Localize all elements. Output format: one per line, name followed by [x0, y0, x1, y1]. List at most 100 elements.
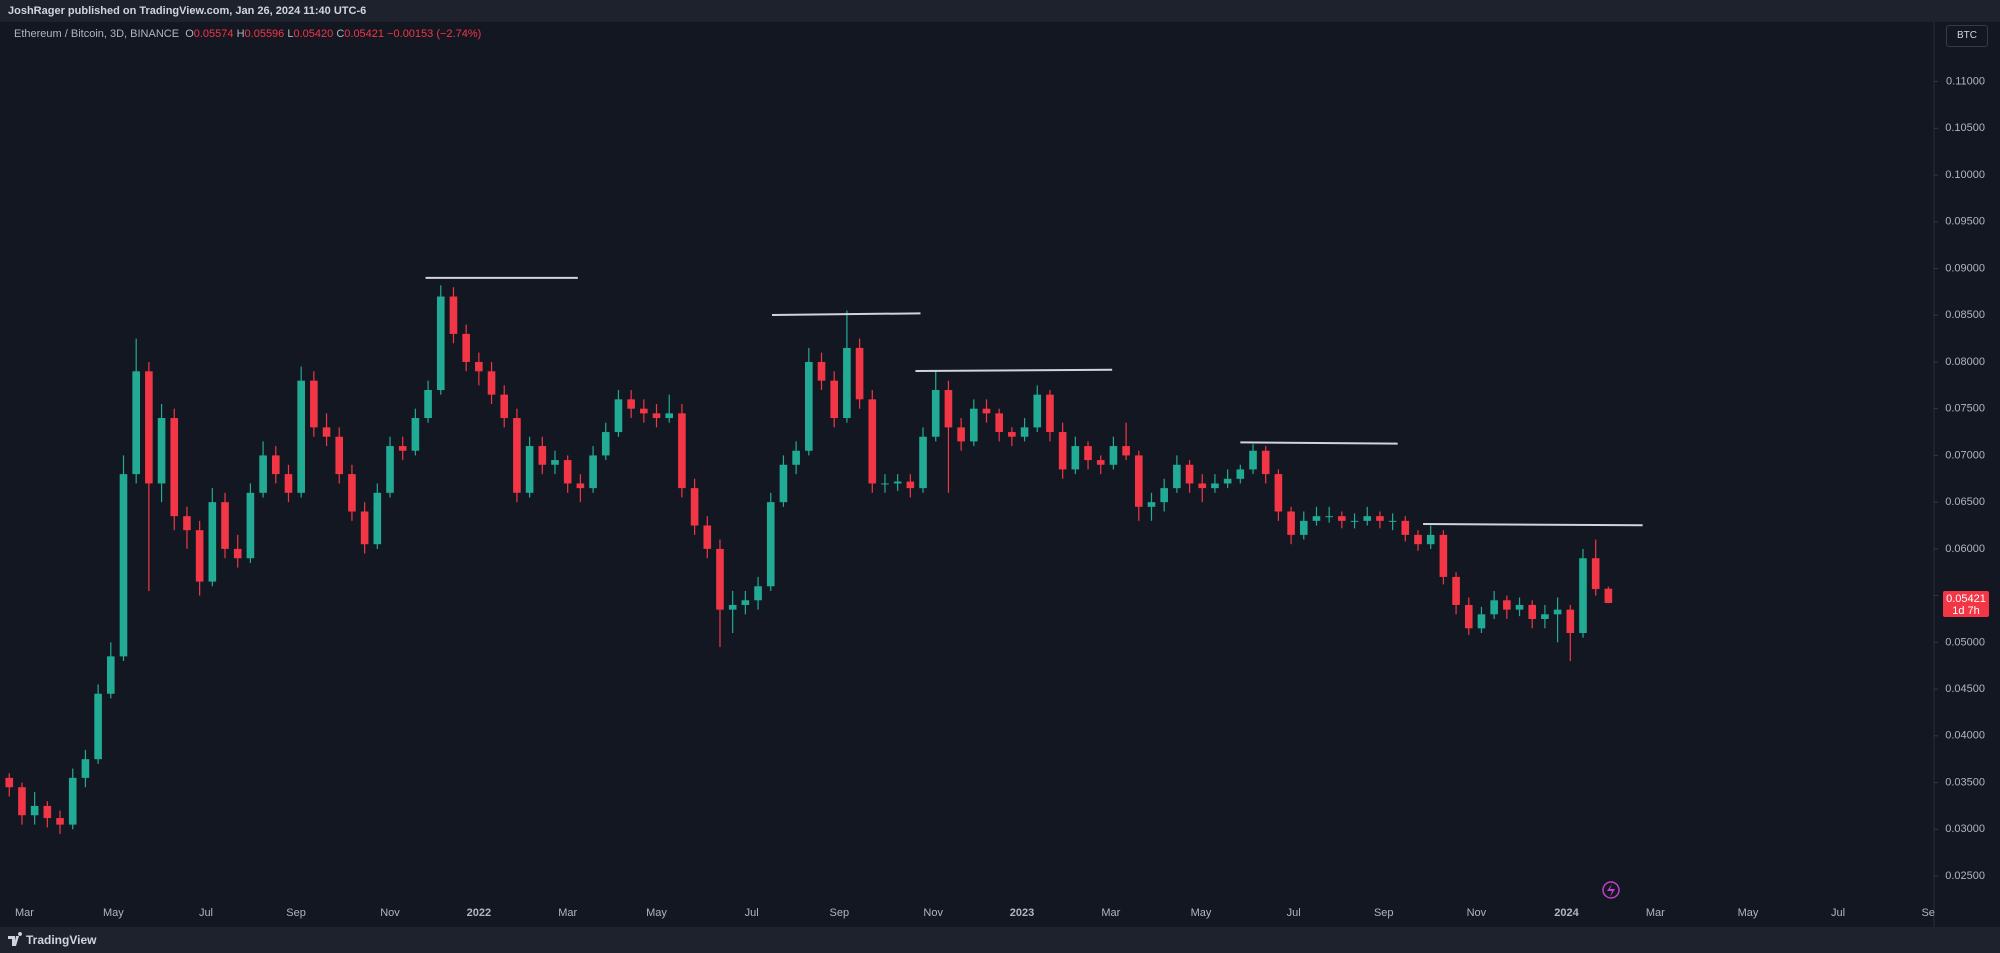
- candle-body: [145, 371, 153, 484]
- x-tick-label: Mar: [15, 907, 34, 919]
- candle-body: [487, 371, 496, 395]
- candle-body: [1185, 464, 1194, 484]
- y-tick-label: 0.04000: [1945, 730, 1985, 742]
- candle-body: [640, 408, 648, 414]
- candle-body: [817, 361, 826, 381]
- candle-body: [1363, 516, 1372, 521]
- candle-body: [551, 460, 559, 465]
- candle-body: [944, 389, 953, 428]
- candle-body: [1452, 576, 1460, 605]
- candle-body: [1312, 516, 1321, 521]
- y-tick-label: 0.06000: [1945, 543, 1985, 555]
- candle-body: [68, 777, 77, 825]
- candle-body: [893, 481, 902, 484]
- candle-body: [1274, 474, 1283, 512]
- alert-bolt: [1607, 884, 1615, 897]
- candle-body: [1198, 483, 1207, 489]
- candle-body: [157, 418, 166, 484]
- x-tick-label: Nov: [380, 907, 400, 919]
- candle-body: [538, 446, 547, 465]
- candle-body: [271, 455, 280, 475]
- low: 0.05420: [293, 28, 334, 40]
- candle-body: [728, 604, 737, 610]
- candle-body: [1579, 558, 1587, 634]
- candle-body: [449, 296, 458, 334]
- candle-body: [1084, 446, 1092, 461]
- x-tick-label: May: [103, 907, 124, 919]
- candle-body: [1541, 614, 1549, 619]
- o-label: O: [185, 28, 194, 40]
- candle-body: [297, 380, 305, 493]
- candle-body: [170, 418, 179, 517]
- publisher-bar: JoshRager published on TradingView.com, …: [0, 0, 2000, 22]
- x-tick-label: May: [1738, 907, 1759, 919]
- candle-body: [43, 805, 52, 819]
- candle-body: [1325, 516, 1333, 518]
- h-label: H: [236, 28, 245, 40]
- candle-body: [1426, 534, 1435, 545]
- candle-body: [18, 787, 26, 816]
- candle-body: [1338, 516, 1346, 521]
- candle-body: [1071, 446, 1080, 470]
- x-tick-label: 2023: [1010, 907, 1034, 919]
- candle-body: [766, 502, 775, 587]
- countdown: 1d 7h: [1952, 605, 1980, 617]
- candle-body: [81, 759, 90, 778]
- price-tag-label: 0.05421: [1946, 593, 1986, 605]
- candle-body: [1414, 534, 1422, 545]
- candle-body: [195, 530, 204, 582]
- candle-body: [995, 413, 1003, 433]
- x-tick-label: 2024: [1554, 907, 1579, 919]
- candle-body: [208, 502, 217, 582]
- y-tick-label: 0.10500: [1945, 122, 1985, 134]
- c-label: C: [336, 28, 345, 40]
- high: 0.05596: [244, 28, 285, 40]
- candle-body: [1528, 604, 1537, 619]
- y-tick-label: 0.04500: [1945, 683, 1985, 695]
- candle-body: [246, 492, 255, 559]
- candle-body: [360, 511, 369, 545]
- candle-body: [1160, 488, 1168, 503]
- l-label: L: [287, 28, 294, 40]
- y-tick-label: 0.02500: [1945, 870, 1985, 882]
- symbol: Ethereum / Bitcoin, 3D, BINANCE: [14, 28, 180, 40]
- candle-body: [284, 474, 293, 493]
- x-tick-label: Nov: [1467, 907, 1487, 919]
- candle-body: [1033, 394, 1042, 428]
- candle-body: [1211, 483, 1219, 489]
- x-tick-label: Sep: [829, 907, 849, 919]
- candle-body: [1058, 432, 1067, 470]
- y-tick-label: 0.08000: [1945, 356, 1985, 368]
- candle-body: [1147, 502, 1156, 507]
- candle-body: [1299, 520, 1308, 535]
- brand: TradingView: [26, 933, 97, 947]
- alert-icon: [1602, 881, 1620, 899]
- candle-body: [335, 436, 344, 475]
- candle-body: [94, 693, 102, 760]
- candle-body: [1464, 604, 1473, 629]
- candle-body: [563, 460, 572, 484]
- change: −0.00153 (−2.74%): [387, 28, 482, 40]
- candle-body: [589, 455, 597, 489]
- currency-button[interactable]: BTC: [1946, 25, 1988, 47]
- candle-body: [1490, 600, 1498, 615]
- x-tick-label: Jul: [745, 907, 759, 919]
- candle-body: [652, 413, 661, 419]
- candle-body: [1553, 609, 1562, 615]
- publisher: JoshRager published on TradingView.com, …: [8, 5, 367, 17]
- candle-body: [830, 380, 839, 419]
- close: 0.05421: [344, 28, 385, 40]
- candle-body: [310, 380, 318, 428]
- candle-body: [931, 389, 940, 437]
- candle-body: [614, 399, 623, 433]
- candle-body: [881, 483, 889, 485]
- candle-body: [1046, 394, 1054, 433]
- candle-body: [805, 361, 813, 451]
- candle-body: [183, 516, 191, 531]
- ohlc-legend: Ethereum / Bitcoin, 3D, BINANCE O0.05574…: [14, 28, 481, 40]
- candle-body: [741, 600, 750, 605]
- x-tick-label: Se: [1921, 907, 1934, 919]
- candle-body: [373, 492, 382, 545]
